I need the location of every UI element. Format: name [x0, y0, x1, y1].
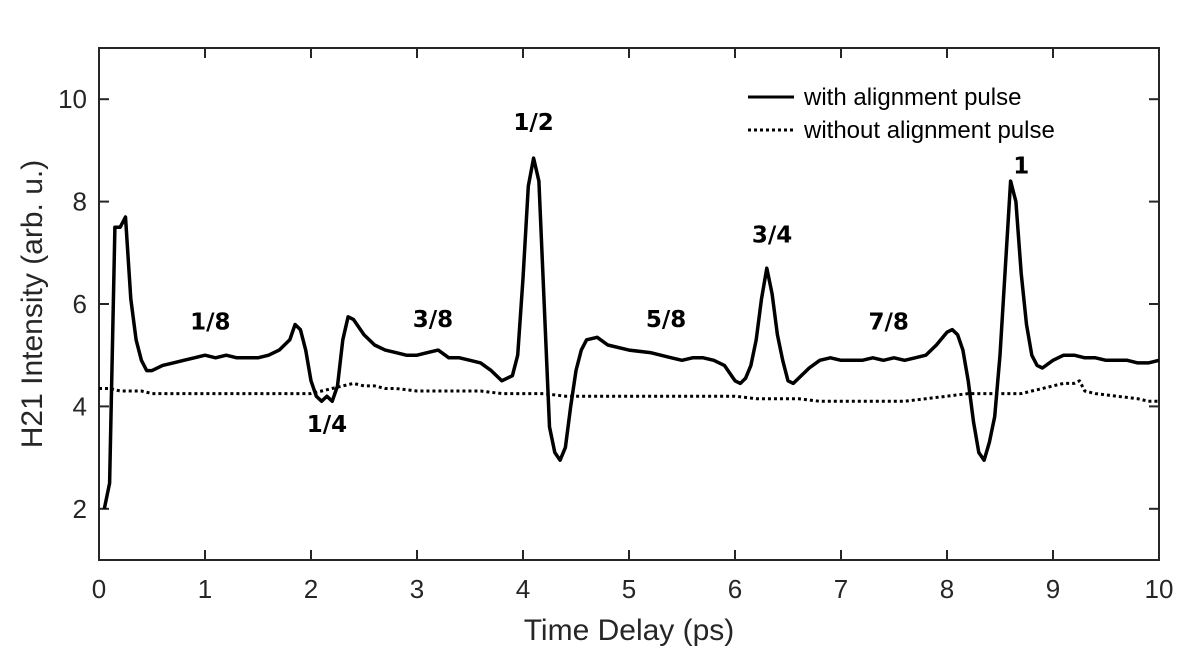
peak-label: 1 [1013, 153, 1029, 179]
peak-label: 7/8 [868, 310, 908, 336]
x-tick-label: 3 [410, 574, 424, 604]
y-tick-label: 4 [73, 391, 87, 421]
legend-label-with-alignment: with alignment pulse [803, 84, 1021, 111]
series-layer [99, 156, 1160, 510]
y-tick-label: 8 [73, 187, 87, 217]
x-tick-label: 5 [622, 574, 636, 604]
axis-ticks [98, 48, 1160, 560]
y-axis-title: H21 Intensity (arb. u.) [16, 160, 49, 448]
tick-labels: 0 1 2 3 4 5 6 7 8 9 10 2 4 6 8 10 [58, 84, 1173, 604]
x-tick-label: 7 [834, 574, 848, 604]
x-tick-label: 9 [1046, 574, 1060, 604]
y-tick-label: 2 [73, 494, 87, 524]
y-tick-label: 10 [58, 84, 87, 114]
x-tick-label: 8 [940, 574, 954, 604]
peak-label: 3/4 [752, 223, 792, 249]
x-tick-label: 1 [198, 574, 212, 604]
peak-label: 5/8 [646, 307, 686, 333]
x-tick-label: 10 [1145, 574, 1174, 604]
peak-annotations: 1/8 1/4 3/8 1/2 5/8 3/4 7/8 1 [190, 110, 1029, 438]
series-line-with-alignment-pulse [102, 156, 1160, 510]
x-tick-label: 4 [516, 574, 530, 604]
x-axis-title: Time Delay (ps) [524, 614, 735, 647]
legend-label-without-alignment: without alignment pulse [803, 117, 1055, 144]
legend: with alignment pulse without alignment p… [748, 84, 1055, 144]
peak-label: 1/2 [513, 110, 553, 136]
x-tick-label: 0 [92, 574, 106, 604]
peak-label: 3/8 [413, 307, 453, 333]
series-line-without-alignment-pulse [99, 379, 1159, 403]
peak-label: 1/4 [307, 412, 347, 438]
x-tick-label: 2 [304, 574, 318, 604]
plot-area [98, 47, 1160, 561]
y-tick-label: 6 [73, 289, 87, 319]
x-tick-label: 6 [728, 574, 742, 604]
peak-label: 1/8 [190, 310, 230, 336]
